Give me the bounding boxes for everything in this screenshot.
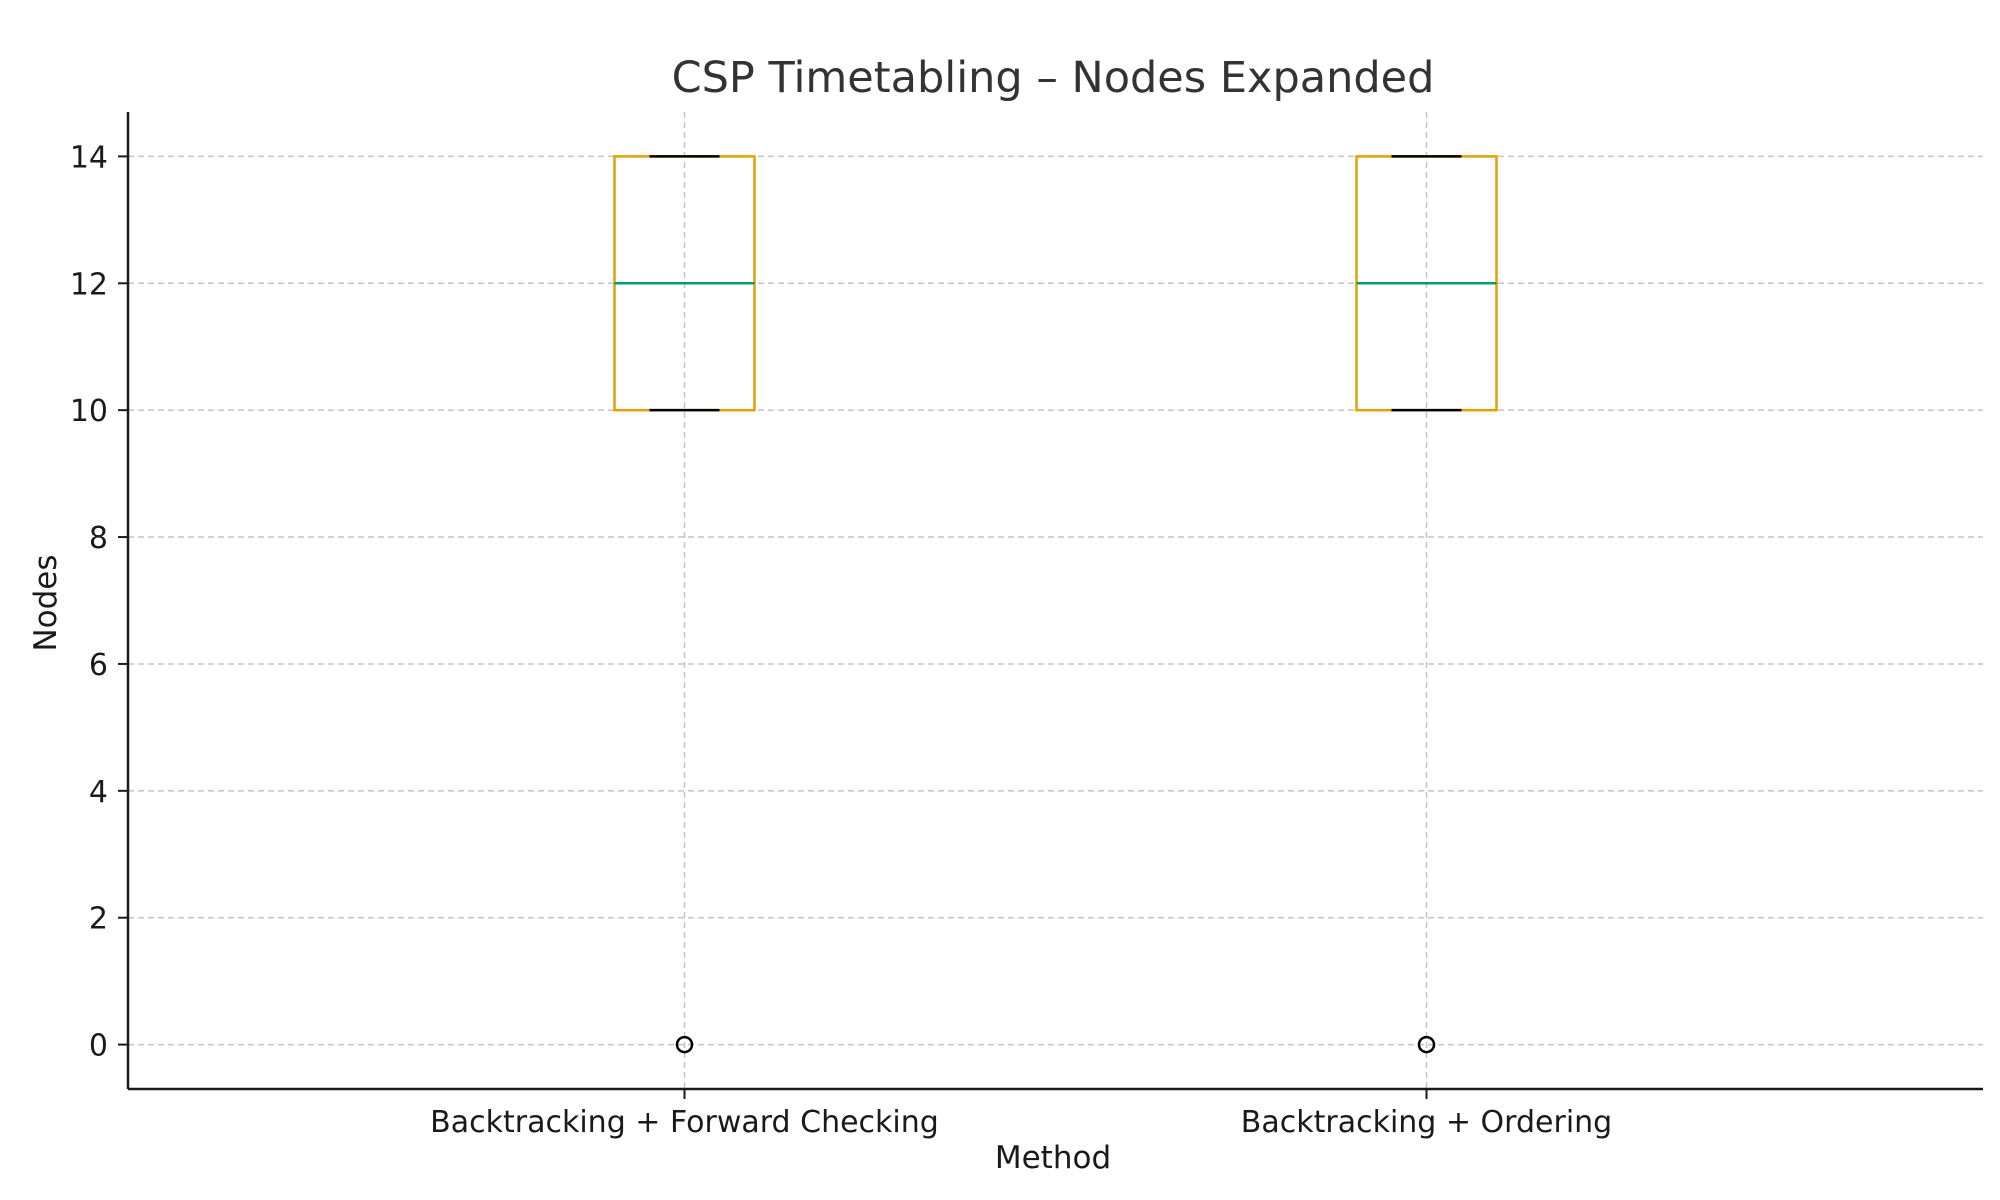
x-tick-label: Backtracking + Forward Checking [430,1105,939,1140]
y-tick-label: 10 [70,394,108,429]
y-tick-label: 8 [89,521,108,556]
y-axis-label: Nodes [28,554,64,651]
axes [126,112,1983,1091]
box-series [613,155,1498,1054]
y-tick-label: 14 [70,140,108,175]
y-tick-label: 0 [89,1029,108,1064]
grid-lines [128,112,1983,1089]
y-tick-label: 12 [70,267,108,302]
x-tick-label: Backtracking + Ordering [1241,1105,1612,1140]
x-axis-label: Method [995,1140,1111,1176]
y-tick-label: 6 [89,648,108,683]
y-tick-label: 4 [89,775,108,810]
box-group [613,155,756,1054]
outlier-point [675,1035,694,1054]
y-tick-label: 2 [89,902,108,937]
box-group [1355,155,1498,1054]
tick-labels: 0 2 4 6 8 10 12 14 Backtracking + Forward Checki… [70,140,1612,1140]
chart-title: CSP Timetabling – Nodes Expanded [672,53,1435,103]
outlier-point [1417,1035,1436,1054]
